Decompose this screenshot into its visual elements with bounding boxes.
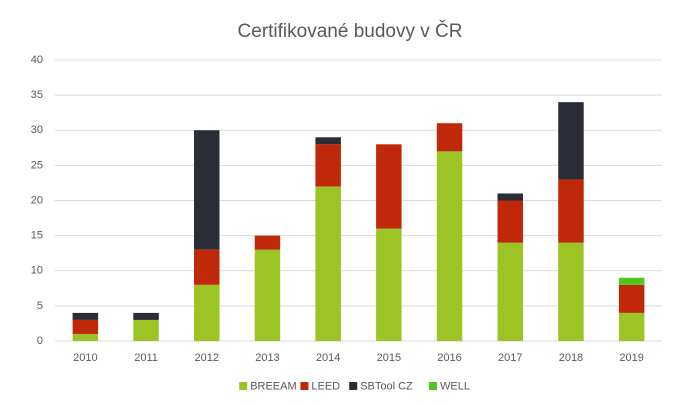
- legend-swatch: [429, 382, 437, 390]
- bar-segment: [558, 102, 584, 180]
- x-tick-label: 2015: [377, 352, 401, 364]
- bar-segment: [436, 151, 463, 341]
- bar-segment: [254, 235, 281, 250]
- legend-label: BREEAM: [250, 380, 296, 392]
- bar-segment: [315, 144, 341, 187]
- bar-segment: [194, 249, 220, 285]
- bar-segment: [497, 200, 523, 243]
- bar-segment: [618, 277, 645, 285]
- bar-segment: [558, 179, 584, 243]
- x-tick-label: 2017: [498, 352, 522, 364]
- y-tick-label: 30: [31, 124, 43, 136]
- bar-segment: [194, 130, 220, 250]
- bar-segment: [376, 228, 402, 341]
- bar-segment: [133, 312, 159, 320]
- y-tick-label: 25: [31, 159, 43, 171]
- chart-title: Certifikované budovy v ČR: [238, 20, 463, 42]
- bar-segment: [558, 242, 584, 341]
- y-tick-label: 10: [31, 265, 43, 277]
- legend-swatch: [300, 382, 309, 390]
- y-tick-label: 5: [37, 300, 43, 312]
- legend-swatch: [349, 382, 358, 390]
- y-tick-label: 15: [31, 230, 43, 242]
- legend-label: LEED: [311, 380, 340, 392]
- bar-segment: [72, 333, 99, 341]
- y-tick-label: 0: [37, 335, 43, 347]
- x-tick-label: 2011: [134, 352, 158, 364]
- x-tick-label: 2018: [559, 352, 583, 364]
- bar-segment: [133, 319, 159, 341]
- legend-swatch: [239, 382, 248, 390]
- bar-segment: [376, 144, 402, 229]
- y-tick-label: 40: [31, 54, 43, 66]
- x-tick-label: 2019: [619, 352, 643, 364]
- x-tick-label: 2012: [195, 352, 219, 364]
- x-tick-label: 2010: [73, 352, 97, 364]
- bar-segment: [618, 312, 645, 341]
- y-tick-label: 20: [31, 194, 43, 206]
- bar-segment: [72, 312, 99, 320]
- bar-segment: [72, 319, 99, 334]
- bar-segment: [497, 193, 523, 201]
- bar-segment: [254, 249, 281, 341]
- x-tick-label: 2014: [316, 352, 340, 364]
- legend-label: WELL: [440, 380, 470, 392]
- bar-segment: [315, 137, 341, 145]
- bar-segment: [436, 123, 463, 152]
- bar-segment: [618, 284, 645, 313]
- bar-segment: [194, 284, 220, 341]
- bar-segment: [315, 186, 341, 341]
- y-tick-label: 35: [31, 89, 43, 101]
- bar-segment: [497, 242, 523, 341]
- legend-label: SBTool CZ: [360, 380, 413, 392]
- x-tick-label: 2016: [437, 352, 461, 364]
- x-tick-label: 2013: [255, 352, 279, 364]
